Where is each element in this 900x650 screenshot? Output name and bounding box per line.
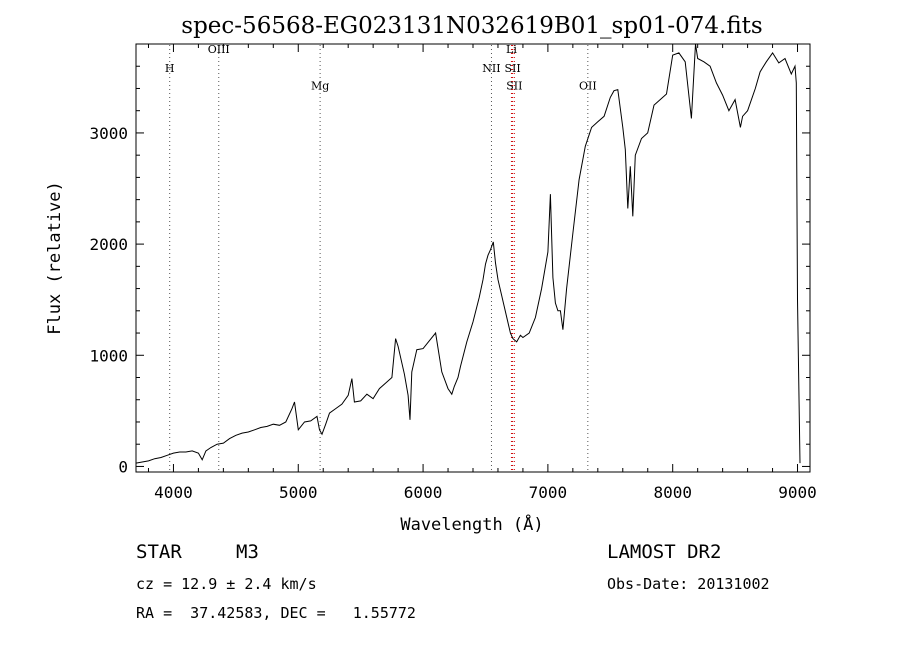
- line-label-oiii-1: OIII: [208, 43, 230, 56]
- x-tick-label-8000: 8000: [653, 483, 692, 502]
- y-tick-label-2000: 2000: [89, 235, 128, 254]
- y-axis-ticks: 0 1000 2000 3000: [89, 65, 810, 476]
- x-tick-label-9000: 9000: [778, 483, 817, 502]
- y-axis-label: Flux (relative): [45, 181, 65, 335]
- chart-title: spec-56568-EG023131N032619B01_sp01-074.f…: [181, 13, 762, 39]
- y-tick-label-3000: 3000: [89, 124, 128, 143]
- spectrum-series-line: [135, 43, 801, 464]
- line-label-mg-2: Mg: [311, 80, 329, 93]
- y-tick-label-1000: 1000: [89, 346, 128, 365]
- object-subclass: M3: [236, 541, 259, 563]
- x-tick-label-4000: 4000: [154, 483, 193, 502]
- survey-name: LAMOST DR2: [607, 541, 722, 563]
- x-tick-label-6000: 6000: [404, 483, 443, 502]
- line-label-oii-7: OII: [579, 80, 597, 93]
- x-tick-label-5000: 5000: [279, 483, 318, 502]
- redshift-readout: cz = 12.9 ± 2.4 km/s: [136, 575, 317, 593]
- spectral-line-markers: [169, 45, 589, 471]
- x-axis-label: Wavelength (Å): [400, 513, 543, 535]
- line-label-h-0: H: [165, 62, 175, 75]
- line-label-sii-6: SII: [506, 80, 522, 93]
- x-tick-label-7000: 7000: [529, 483, 568, 502]
- coordinates-readout: RA = 37.42583, DEC = 1.55772: [136, 604, 416, 622]
- object-class: STAR: [136, 541, 182, 563]
- y-tick-label-0: 0: [118, 457, 128, 476]
- plot-frame: [135, 43, 811, 473]
- line-label-sii-5: SII: [504, 62, 520, 75]
- spectral-line-labels: H OIII Mg NII Li SII SII OII: [165, 43, 597, 93]
- line-label-li-4: Li: [506, 43, 517, 56]
- line-label-nii-3: NII: [482, 62, 500, 75]
- x-axis-ticks: 4000 5000 6000 7000 8000 9000: [147, 44, 817, 502]
- obs-date: Obs-Date: 20131002: [607, 575, 770, 593]
